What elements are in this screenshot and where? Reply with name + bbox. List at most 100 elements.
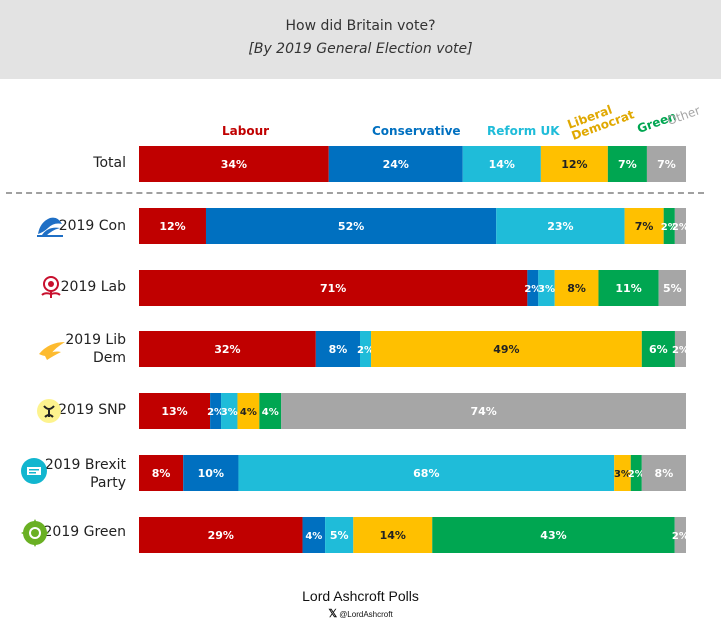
bar-data-label: 7%	[618, 158, 637, 171]
bar-data-label: 4%	[240, 407, 257, 418]
green-party-icon	[21, 519, 49, 547]
bar-data-label: 74%	[470, 405, 496, 418]
bar-segment	[658, 270, 686, 306]
bar-segment	[674, 517, 686, 553]
bar-segment	[624, 208, 664, 244]
bar-segment	[315, 331, 361, 367]
legend-labour: Labour	[222, 124, 270, 138]
bar-segment	[205, 208, 497, 244]
legend-reform: Reform UK	[487, 124, 560, 138]
bar-segment	[598, 270, 659, 306]
row-label-total: Total	[93, 155, 126, 171]
bar-data-label: 13%	[161, 405, 187, 418]
bar-segment	[360, 331, 372, 367]
bar-segment	[554, 270, 599, 306]
chart-subtitle: [By 2019 General Election vote]	[248, 41, 473, 57]
bar-segment	[325, 517, 354, 553]
bar-data-label: 49%	[493, 343, 519, 356]
footer-handle: @LordAshcroft	[339, 610, 393, 619]
bar-data-label: 8%	[329, 343, 348, 356]
footer-source: Lord Ashcroft Polls	[302, 588, 419, 604]
row-label-2019-libdem: 2019 Lib Dem	[65, 332, 126, 366]
legend-conservative: Conservative	[372, 124, 461, 138]
row-label-2019-con: 2019 Con	[58, 218, 126, 234]
bar-data-label: 14%	[380, 529, 406, 542]
row-label-2019-brexit: 2019 Brexit Party	[44, 457, 126, 491]
bar-data-label: 3%	[538, 284, 555, 295]
bar-segment	[281, 393, 686, 429]
bar-data-label: 12%	[159, 220, 185, 233]
divider	[6, 192, 704, 194]
bar-segment	[540, 146, 608, 182]
bar-data-label: 8%	[152, 467, 171, 480]
chart-header: How did Britain vote? [By 2019 General E…	[0, 0, 721, 79]
x-logo-icon: 𝕏	[328, 608, 338, 620]
bar-segment	[139, 517, 303, 553]
bar-segment	[641, 455, 686, 491]
bar-segment	[139, 331, 316, 367]
bar-data-label: 5%	[663, 282, 682, 295]
bar-data-label: 7%	[635, 220, 654, 233]
bar-segment	[432, 517, 675, 553]
row-label-2019-snp: 2019 SNP	[58, 402, 126, 418]
bar-data-label: 29%	[208, 529, 234, 542]
bar-data-label: 8%	[567, 282, 586, 295]
bar-data-label: 2%	[524, 284, 541, 295]
row-label-2019-lab: 2019 Lab	[60, 279, 126, 295]
bar-data-label: 4%	[262, 407, 279, 418]
bar-data-label: 43%	[540, 529, 566, 542]
bar-data-label: 3%	[614, 469, 631, 480]
bar-segment	[139, 455, 184, 491]
bar-data-label: 68%	[413, 467, 439, 480]
labour-rose-icon	[41, 276, 61, 298]
bar-data-label: 2%	[207, 407, 224, 418]
bar-segment	[674, 208, 686, 244]
bar-segment	[183, 455, 239, 491]
bar-segment	[139, 270, 528, 306]
conservative-tree-icon	[37, 217, 63, 237]
bar-data-label: 2%	[672, 345, 689, 356]
bar-data-label: 2%	[672, 222, 689, 233]
bar-segment	[663, 208, 675, 244]
bar-segment	[259, 393, 282, 429]
bar-segment	[607, 146, 647, 182]
bar-segment	[371, 331, 642, 367]
bar-data-label: 8%	[655, 467, 674, 480]
bar-segment	[538, 270, 555, 306]
bar-segment	[328, 146, 463, 182]
bar-data-label: 23%	[547, 220, 573, 233]
bar-data-label: 2%	[628, 469, 645, 480]
snp-logo-icon	[37, 399, 61, 423]
bar-segment	[630, 455, 642, 491]
bar-segment	[641, 331, 675, 367]
bar-segment	[238, 455, 615, 491]
bar-data-label: 11%	[615, 282, 641, 295]
bar-data-label: 71%	[320, 282, 346, 295]
bar-segment	[674, 331, 686, 367]
bar-data-label: 14%	[489, 158, 515, 171]
bar-segment	[139, 393, 211, 429]
bar-data-label: 52%	[338, 220, 364, 233]
bar-segment	[237, 393, 260, 429]
bar-data-label: 12%	[561, 158, 587, 171]
libdem-bird-icon	[39, 342, 65, 360]
bar-segment	[221, 393, 238, 429]
bar-data-label: 6%	[649, 343, 668, 356]
bar-data-label: 5%	[330, 529, 349, 542]
bar-data-label: 3%	[221, 407, 238, 418]
bar-data-label: 32%	[214, 343, 240, 356]
bar-data-label: 10%	[198, 467, 224, 480]
bar-segment	[210, 393, 222, 429]
row-label-2019-green: 2019 Green	[43, 524, 126, 540]
bar-segment	[496, 208, 625, 244]
bar-segment	[646, 146, 686, 182]
bar-segment	[353, 517, 433, 553]
bar-data-label: 2%	[357, 345, 374, 356]
bar-data-label: 2%	[672, 531, 689, 542]
bar-data-label: 24%	[383, 158, 409, 171]
brexit-party-icon	[21, 458, 47, 484]
bar-segment	[302, 517, 326, 553]
bar-segment	[527, 270, 539, 306]
bar-segment	[139, 208, 206, 244]
